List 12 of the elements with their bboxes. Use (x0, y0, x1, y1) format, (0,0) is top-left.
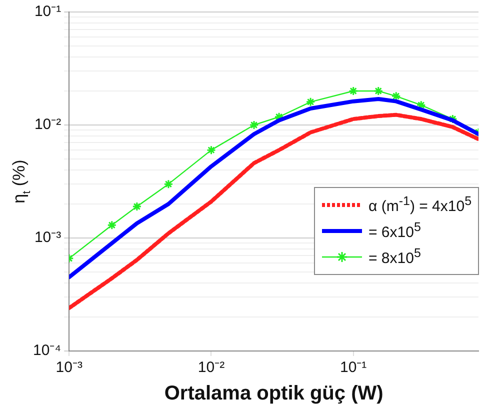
y-tick-label: 10⁻² (34, 116, 62, 134)
x-tick-label: 10⁻³ (56, 359, 82, 376)
y-tick-label: 10⁻³ (34, 229, 62, 246)
legend-label: α (m$^{-1}$) = 4x10$^{5}$ (368, 194, 472, 215)
y-tick-label: 10⁻⁴ (32, 342, 62, 360)
legend-label: = 8x10$^{5}$ (368, 246, 421, 267)
x-tick-label: 10⁻² (198, 359, 225, 376)
y-tick-label: 10⁻¹ (34, 3, 62, 20)
y-axis-title: ηt (%) (10, 160, 33, 204)
legend-label: = 6x10$^{5}$ (368, 220, 421, 241)
x-tick-label: 10⁻¹ (340, 359, 367, 376)
x-axis-title: Ortalama optik güç (W) (164, 382, 384, 405)
